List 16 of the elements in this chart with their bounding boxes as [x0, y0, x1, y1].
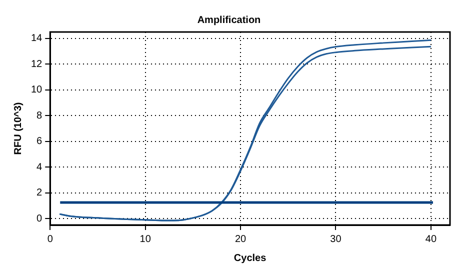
y-tick-label: 12 [31, 58, 43, 70]
y-tick-label: 6 [36, 136, 43, 148]
y-tick-label: 0 [36, 213, 43, 224]
y-tick-label: 14 [31, 33, 43, 44]
x-axis-title: Cycles [234, 252, 267, 264]
x-tick-label: 30 [330, 234, 342, 245]
chart-title: Amplification [197, 14, 261, 26]
y-axis-title: RFU (10^3) [12, 102, 24, 155]
y-tick-label: 2 [36, 188, 43, 199]
x-tick-label: 20 [234, 234, 247, 245]
y-tick-label: 8 [36, 110, 43, 122]
x-tick-label: 10 [140, 234, 152, 245]
x-tick-label: 0 [47, 234, 54, 245]
y-tick-label: 4 [36, 162, 43, 173]
x-tick-label: 40 [425, 234, 437, 245]
y-tick-label: 10 [31, 84, 43, 96]
